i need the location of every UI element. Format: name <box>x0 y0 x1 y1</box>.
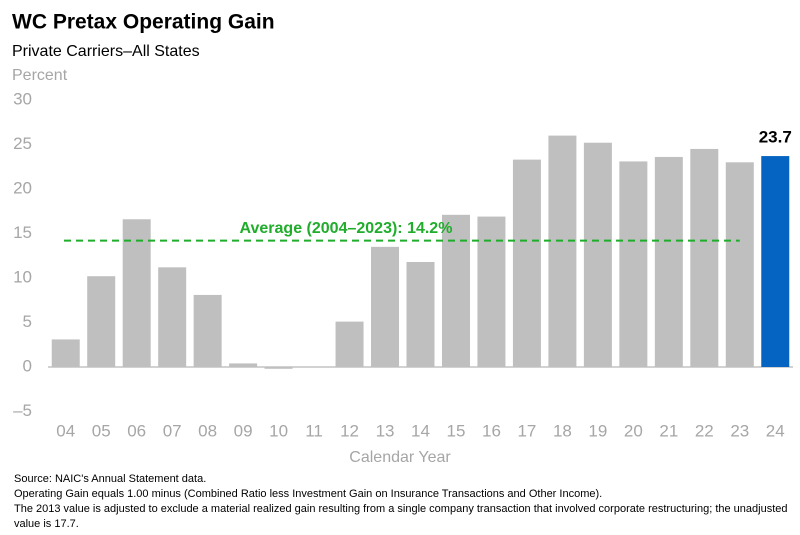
y-tick-label: 5 <box>23 312 32 331</box>
chart-subtitle: Private Carriers–All States <box>12 43 200 60</box>
y-tick-label: 15 <box>13 223 32 242</box>
y-tick-label: 10 <box>13 267 32 286</box>
bar <box>193 294 222 367</box>
footnote: Source: NAIC's Annual Statement data. <box>14 473 207 485</box>
bar <box>654 156 683 367</box>
bar <box>690 148 719 367</box>
x-tick-label: 14 <box>411 421 430 440</box>
bar <box>406 261 435 367</box>
bar <box>761 156 790 367</box>
x-tick-label: 22 <box>695 421 714 440</box>
x-tick-label: 23 <box>730 421 749 440</box>
x-tick-label: 21 <box>659 421 678 440</box>
x-tick-label: 06 <box>127 421 146 440</box>
bar <box>264 367 293 369</box>
bar <box>122 219 151 367</box>
x-tick-label: 09 <box>234 421 253 440</box>
y-tick-label: –5 <box>13 401 32 420</box>
x-tick-label: 05 <box>92 421 111 440</box>
x-tick-label: 13 <box>376 421 395 440</box>
x-tick-label: 18 <box>553 421 572 440</box>
x-tick-label: 20 <box>624 421 643 440</box>
data-label: 23.7 <box>759 128 792 147</box>
bar <box>335 321 364 367</box>
bar <box>548 135 577 367</box>
x-tick-label: 16 <box>482 421 501 440</box>
y-tick-label: 25 <box>13 134 32 153</box>
bar <box>51 339 80 367</box>
bar <box>229 363 258 367</box>
x-tick-label: 19 <box>588 421 607 440</box>
y-tick-label: 30 <box>13 89 32 108</box>
y-tick-label: 20 <box>13 178 32 197</box>
chart: WC Pretax Operating Gain Private Carrier… <box>12 11 793 466</box>
chart-title: WC Pretax Operating Gain <box>12 11 275 34</box>
x-tick-label: 17 <box>517 421 536 440</box>
x-tick-label: 15 <box>447 421 466 440</box>
bar <box>371 246 400 367</box>
average-label: Average (2004–2023): 14.2% <box>240 220 453 237</box>
footnotes: Source: NAIC's Annual Statement data. Ope… <box>14 472 794 532</box>
bar <box>441 214 470 367</box>
x-tick-label: 10 <box>269 421 288 440</box>
y-tick-label: 0 <box>23 356 32 375</box>
y-axis-label: Percent <box>12 67 68 84</box>
footnote: Operating Gain equals 1.00 minus (Combin… <box>14 488 603 500</box>
bar <box>477 216 506 367</box>
x-tick-label: 08 <box>198 421 217 440</box>
bar <box>725 162 754 367</box>
x-axis-label: Calendar Year <box>349 449 451 466</box>
x-tick-label: 07 <box>163 421 182 440</box>
bar <box>158 267 187 367</box>
bar <box>619 161 648 367</box>
bar <box>583 142 612 367</box>
bar <box>87 276 116 367</box>
x-tick-label: 04 <box>56 421 75 440</box>
x-tick-label: 12 <box>340 421 359 440</box>
footnote: The 2013 value is adjusted to exclude a … <box>14 503 788 530</box>
bar <box>512 159 541 367</box>
x-tick-label: 24 <box>766 421 785 440</box>
x-tick-label: 11 <box>305 421 323 440</box>
